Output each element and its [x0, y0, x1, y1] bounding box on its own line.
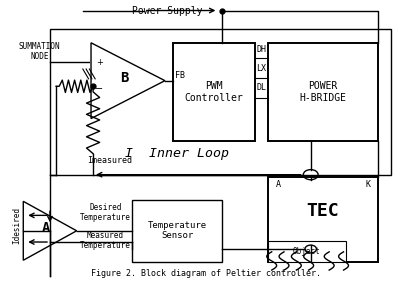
- Text: TEC: TEC: [307, 202, 339, 220]
- Text: Imeasured: Imeasured: [87, 156, 132, 165]
- FancyBboxPatch shape: [267, 177, 379, 262]
- Text: Idesired: Idesired: [12, 207, 21, 244]
- Text: −: −: [95, 84, 103, 94]
- Text: I  Inner Loop: I Inner Loop: [125, 147, 229, 160]
- Polygon shape: [91, 43, 165, 118]
- Text: FB: FB: [175, 70, 185, 80]
- Text: PWM
Controller: PWM Controller: [185, 81, 243, 103]
- FancyBboxPatch shape: [132, 200, 222, 262]
- Text: POWER
H-BRIDGE: POWER H-BRIDGE: [300, 81, 346, 103]
- Text: Power Supply: Power Supply: [132, 6, 202, 16]
- FancyBboxPatch shape: [267, 43, 379, 141]
- Text: A: A: [42, 221, 50, 235]
- Text: +: +: [96, 58, 103, 67]
- Text: A: A: [275, 180, 280, 189]
- Text: Object: Object: [293, 247, 321, 256]
- Text: K: K: [366, 180, 371, 189]
- Text: DH: DH: [256, 45, 267, 54]
- FancyBboxPatch shape: [267, 241, 346, 262]
- FancyBboxPatch shape: [173, 43, 255, 141]
- Text: LX: LX: [256, 63, 267, 72]
- Text: DL: DL: [256, 83, 267, 92]
- Text: SUMMATION
NODE: SUMMATION NODE: [19, 41, 61, 61]
- FancyBboxPatch shape: [50, 29, 391, 175]
- Text: Measured
Temperature: Measured Temperature: [80, 231, 131, 250]
- Text: Figure 2. Block diagram of Peltier controller.: Figure 2. Block diagram of Peltier contr…: [91, 270, 321, 279]
- Text: B: B: [120, 71, 128, 85]
- Polygon shape: [23, 201, 77, 260]
- Text: Desired
Temperature: Desired Temperature: [80, 203, 131, 222]
- Text: Temperature
Sensor: Temperature Sensor: [147, 221, 207, 241]
